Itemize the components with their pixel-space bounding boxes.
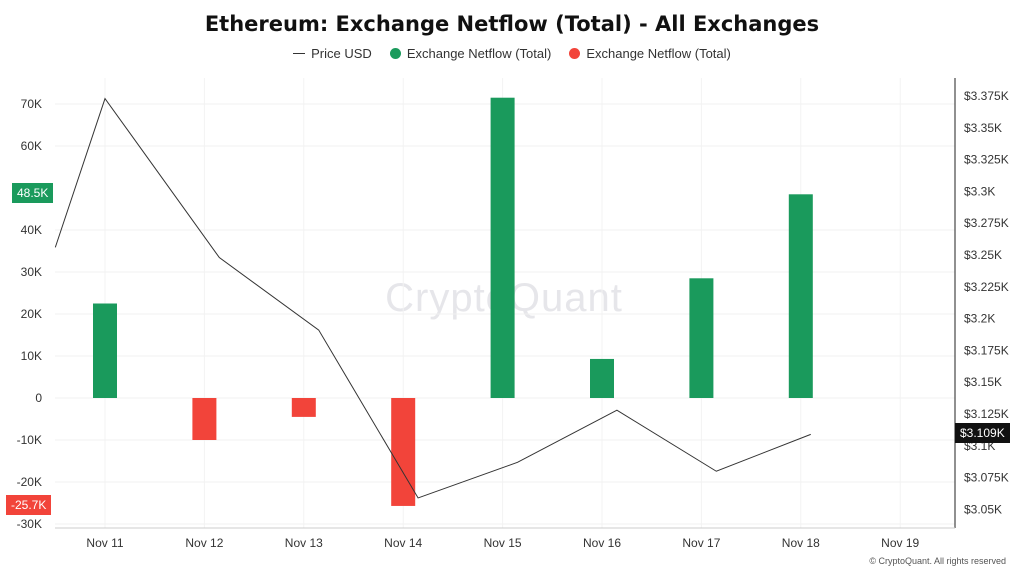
y-right-tick-label: $3.325K xyxy=(964,153,1009,167)
y-left-tick-label: 60K xyxy=(21,139,42,153)
y-left-tick-label: 40K xyxy=(21,223,42,237)
y-left-tick-label: 70K xyxy=(21,97,42,111)
min-netflow-badge: -25.7K xyxy=(6,494,52,515)
y-right-tick-label: $3.05K xyxy=(964,502,1002,516)
netflow-bar xyxy=(590,358,614,398)
y-left-tick-label: -10K xyxy=(17,433,42,447)
line-swatch-icon xyxy=(293,53,306,54)
y-left-tick-label: 20K xyxy=(21,307,42,321)
legend-item-inflow[interactable]: Exchange Netflow (Total) xyxy=(389,46,552,61)
y-right-tick-label: $3.075K xyxy=(964,471,1009,485)
green-dot-icon xyxy=(389,48,401,59)
x-tick-label: Nov 12 xyxy=(185,536,223,550)
y-right-tick-label: $3.3K xyxy=(964,184,995,198)
x-tick-label: Nov 15 xyxy=(484,536,522,550)
y-right-tick-label: $3.35K xyxy=(964,121,1002,135)
x-tick-label: Nov 17 xyxy=(682,536,720,550)
x-tick-label: Nov 11 xyxy=(86,536,123,550)
y-right-tick-label: $3.15K xyxy=(964,375,1002,389)
netflow-bar xyxy=(689,278,714,398)
last-price-badge: $3.109K xyxy=(955,423,1010,444)
y-right-tick-label: $3.225K xyxy=(964,280,1009,294)
x-tick-label: Nov 16 xyxy=(583,536,621,550)
price-line xyxy=(54,97,811,499)
netflow-bar xyxy=(93,303,117,398)
y-right-tick-label: $3.275K xyxy=(964,216,1009,230)
copyright-notice: © CryptoQuant. All rights reserved xyxy=(869,556,1006,566)
red-dot-icon xyxy=(569,48,581,59)
chart-title: Ethereum: Exchange Netflow (Total) - All… xyxy=(204,12,820,36)
last-netflow-badge: 48.5K xyxy=(12,183,54,204)
y-right-tick-label: $3.375K xyxy=(964,89,1009,103)
legend: Price USD Exchange Netflow (Total) Excha… xyxy=(0,46,1024,61)
y-left-tick-label: 30K xyxy=(21,265,42,279)
x-tick-label: Nov 13 xyxy=(285,536,323,550)
x-tick-label: Nov 19 xyxy=(881,536,919,550)
netflow-bar xyxy=(788,194,813,398)
y-left-tick-label: -20K xyxy=(17,475,42,489)
netflow-bar xyxy=(490,97,515,398)
legend-label-inflow: Exchange Netflow (Total) xyxy=(406,46,552,61)
legend-label-price: Price USD xyxy=(311,46,372,61)
netflow-bar xyxy=(192,398,217,440)
legend-label-outflow: Exchange Netflow (Total) xyxy=(586,46,731,61)
x-tick-label: Nov 14 xyxy=(384,536,422,550)
y-right-tick-label: $3.25K xyxy=(964,248,1002,262)
y-right-tick-label: $3.2K xyxy=(964,312,995,326)
legend-item-price[interactable]: Price USD xyxy=(293,46,372,61)
netflow-bar xyxy=(291,398,316,417)
y-left-tick-label: -30K xyxy=(17,517,42,531)
y-right-tick-label: $3.175K xyxy=(964,343,1009,357)
legend-item-outflow[interactable]: Exchange Netflow (Total) xyxy=(569,46,731,61)
netflow-bar xyxy=(391,398,416,506)
y-left-tick-label: 0 xyxy=(35,391,42,405)
y-right-tick-label: $3.125K xyxy=(964,407,1009,421)
x-tick-label: Nov 18 xyxy=(782,536,820,550)
y-left-tick-label: 10K xyxy=(21,349,42,363)
